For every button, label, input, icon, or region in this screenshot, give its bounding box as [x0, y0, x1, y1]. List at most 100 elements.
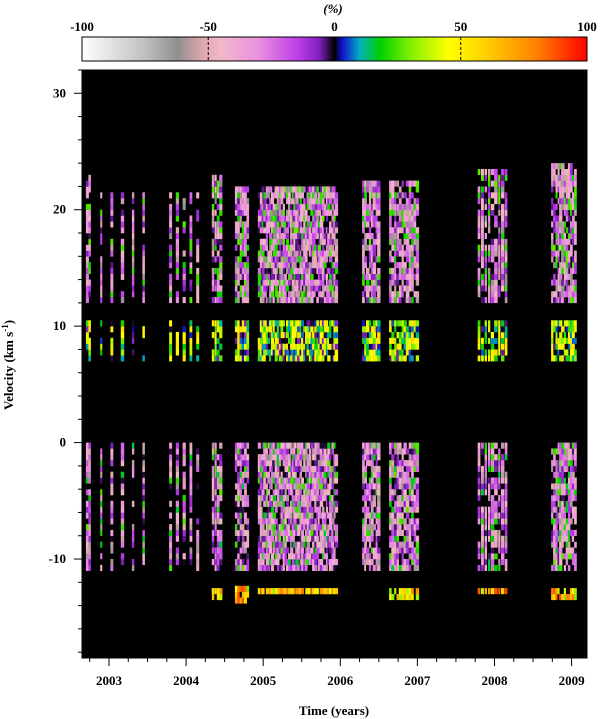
heatmap-cell — [504, 471, 508, 478]
heatmap-cell — [276, 541, 280, 548]
heatmap-cell — [284, 465, 287, 472]
heatmap-cell — [391, 332, 395, 339]
heatmap-cell — [270, 518, 275, 525]
heatmap-cell — [327, 448, 331, 455]
heatmap-cell — [559, 559, 563, 566]
heatmap-cell — [317, 337, 322, 344]
heatmap-cell — [415, 291, 420, 298]
heatmap-cell — [284, 442, 287, 449]
heatmap-cell — [490, 291, 495, 298]
heatmap-cell — [565, 209, 569, 216]
heatmap-cell — [316, 244, 319, 251]
heatmap-cell — [259, 535, 263, 542]
heatmap-cell — [196, 343, 200, 350]
heatmap-cell — [333, 221, 336, 228]
heatmap-cell — [310, 355, 314, 362]
heatmap-cell — [293, 349, 297, 356]
heatmap-cell — [110, 518, 114, 525]
heatmap-cell — [372, 541, 377, 548]
heatmap-cell — [323, 495, 327, 502]
heatmap-cell — [288, 192, 291, 199]
heatmap-cell — [415, 238, 420, 245]
heatmap-cell — [567, 337, 571, 344]
heatmap-cell — [323, 320, 327, 327]
heatmap-cell — [219, 221, 223, 228]
heatmap-cell — [565, 203, 569, 210]
heatmap-cell — [571, 588, 575, 595]
heatmap-cell — [234, 524, 238, 531]
heatmap-cell — [488, 250, 491, 257]
heatmap-cell — [494, 355, 498, 362]
heatmap-cell — [237, 297, 240, 304]
heatmap-cell — [284, 547, 287, 554]
heatmap-cell — [214, 524, 217, 531]
heatmap-cell — [362, 198, 365, 205]
heatmap-cell — [571, 512, 575, 519]
heatmap-cell — [110, 559, 114, 566]
heatmap-cell — [411, 442, 414, 449]
heatmap-cell — [401, 471, 404, 478]
heatmap-cell — [131, 244, 135, 251]
heatmap-cell — [314, 442, 318, 449]
heatmap-cell — [272, 279, 277, 286]
heatmap-cell — [110, 297, 114, 304]
heatmap-cell — [415, 326, 420, 333]
heatmap-cell — [276, 343, 280, 350]
heatmap-cell — [131, 465, 135, 472]
heatmap-cell — [362, 186, 365, 193]
heatmap-cell — [333, 442, 336, 449]
heatmap-cell — [308, 495, 312, 502]
heatmap-cell — [329, 192, 333, 199]
heatmap-cell — [169, 332, 173, 339]
heatmap-cell — [401, 256, 404, 263]
heatmap-cell — [553, 535, 556, 542]
heatmap-cell — [494, 465, 498, 472]
heatmap-cell — [557, 227, 560, 234]
heatmap-cell — [327, 477, 331, 484]
heatmap-cell — [297, 326, 301, 333]
heatmap-cell — [239, 585, 242, 592]
heatmap-cell — [216, 343, 220, 350]
heatmap-cell — [488, 297, 491, 304]
heatmap-cell — [394, 180, 397, 187]
heatmap-cell — [413, 244, 417, 251]
heatmap-cell — [214, 588, 217, 595]
heatmap-cell — [272, 477, 277, 484]
heatmap-cell — [408, 553, 412, 560]
heatmap-cell — [246, 477, 250, 484]
heatmap-cell — [295, 227, 299, 234]
heatmap-cell — [567, 594, 571, 601]
heatmap-cell — [288, 186, 291, 193]
heatmap-cell — [270, 559, 275, 566]
heatmap-cell — [329, 477, 333, 484]
heatmap-cell — [241, 448, 245, 455]
heatmap-cell — [366, 483, 370, 490]
heatmap-cell — [182, 273, 186, 280]
heatmap-cell — [303, 221, 306, 228]
heatmap-cell — [565, 267, 569, 274]
heatmap-cell — [310, 285, 314, 292]
heatmap-cell — [375, 215, 378, 222]
heatmap-cell — [306, 267, 310, 274]
heatmap-cell — [237, 337, 240, 344]
heatmap-cell — [274, 349, 278, 356]
heatmap-cell — [286, 238, 290, 245]
heatmap-cell — [278, 454, 282, 461]
heatmap-cell — [325, 489, 329, 496]
heatmap-cell — [131, 442, 135, 449]
heatmap-cell — [563, 506, 566, 513]
heatmap-cell — [261, 320, 265, 327]
heatmap-cell — [234, 442, 238, 449]
heatmap-cell — [246, 332, 250, 339]
heatmap-cell — [561, 203, 565, 210]
heatmap-cell — [553, 169, 556, 176]
heatmap-cell — [88, 355, 91, 362]
heatmap-cell — [267, 500, 271, 507]
heatmap-cell — [362, 337, 365, 344]
heatmap-cell — [321, 541, 325, 548]
heatmap-cell — [142, 529, 145, 536]
heatmap-cell — [329, 326, 333, 333]
heatmap-cell — [85, 326, 89, 333]
heatmap-cell — [263, 483, 267, 490]
heatmap-cell — [100, 524, 103, 531]
